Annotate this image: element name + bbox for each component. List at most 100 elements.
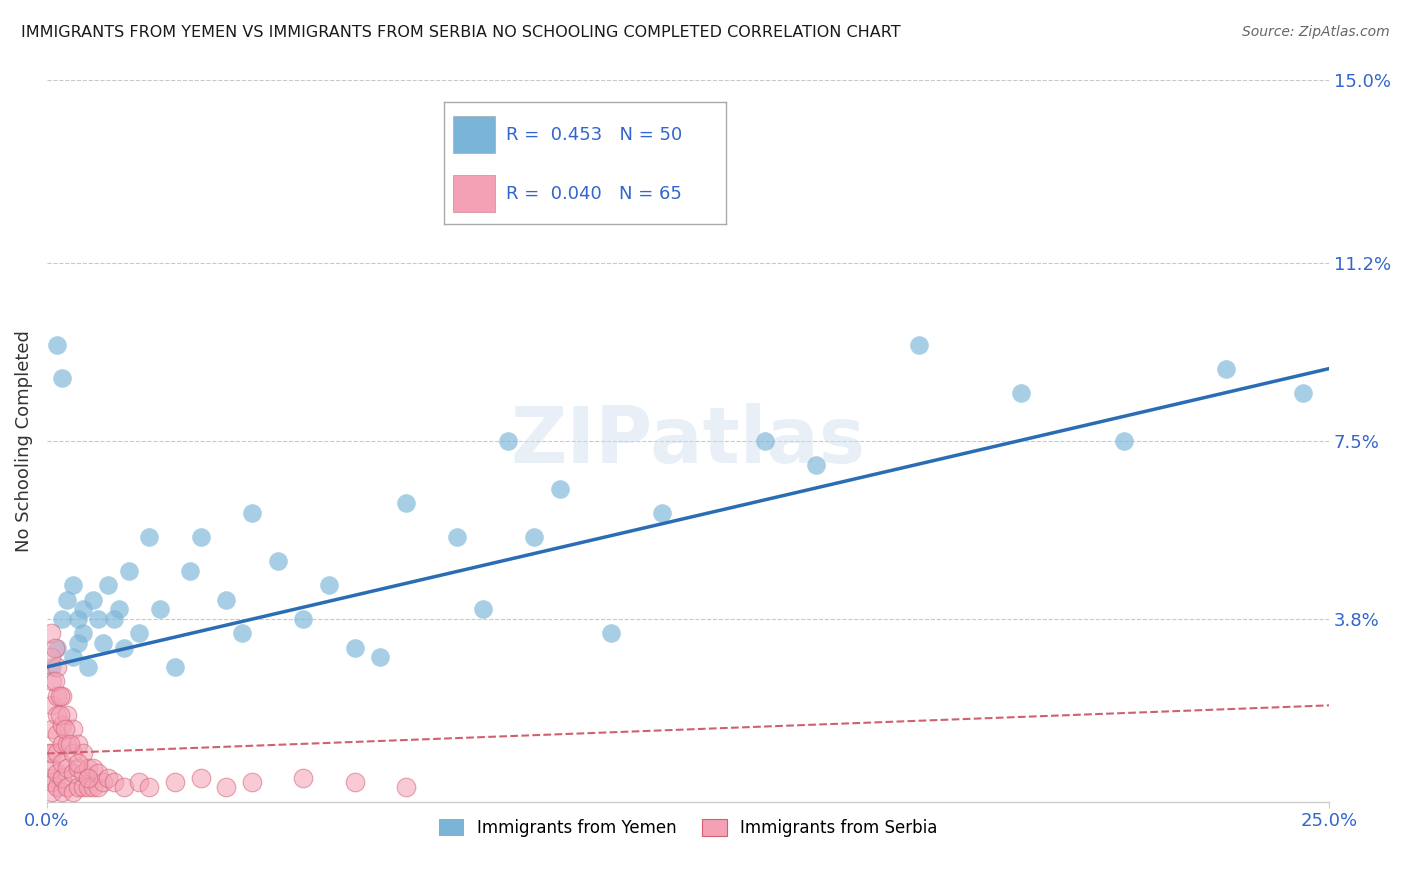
Point bbox=[62, 723, 84, 737]
Point bbox=[77, 660, 100, 674]
Point bbox=[62, 747, 84, 761]
Point bbox=[72, 602, 94, 616]
Point bbox=[215, 780, 238, 794]
Point bbox=[343, 775, 366, 789]
Point bbox=[41, 698, 63, 713]
Point bbox=[523, 530, 546, 544]
Point bbox=[77, 771, 100, 785]
Point bbox=[72, 626, 94, 640]
Point bbox=[56, 708, 79, 723]
Point bbox=[240, 506, 263, 520]
Point bbox=[107, 602, 129, 616]
Point bbox=[51, 371, 73, 385]
Point bbox=[190, 530, 212, 544]
Point bbox=[231, 626, 253, 640]
Point bbox=[46, 337, 69, 351]
Point bbox=[62, 650, 84, 665]
Point bbox=[62, 578, 84, 592]
Point bbox=[651, 506, 673, 520]
Point bbox=[128, 626, 150, 640]
Point bbox=[77, 780, 100, 794]
Point bbox=[56, 780, 79, 794]
Text: ZIPatlas: ZIPatlas bbox=[510, 403, 866, 479]
Point bbox=[48, 689, 70, 703]
Point bbox=[118, 564, 141, 578]
Point bbox=[112, 780, 135, 794]
Point bbox=[39, 626, 62, 640]
Point bbox=[82, 780, 104, 794]
Point bbox=[82, 761, 104, 775]
Text: IMMIGRANTS FROM YEMEN VS IMMIGRANTS FROM SERBIA NO SCHOOLING COMPLETED CORRELATI: IMMIGRANTS FROM YEMEN VS IMMIGRANTS FROM… bbox=[21, 25, 901, 40]
Point bbox=[266, 554, 288, 568]
Point bbox=[138, 780, 160, 794]
Point bbox=[59, 737, 82, 751]
Point bbox=[292, 612, 315, 626]
Point bbox=[72, 765, 94, 780]
Point bbox=[149, 602, 172, 616]
Point bbox=[907, 337, 929, 351]
Point bbox=[343, 640, 366, 655]
Point bbox=[395, 496, 418, 510]
Point bbox=[46, 708, 69, 723]
Point bbox=[1215, 361, 1237, 376]
Point bbox=[41, 747, 63, 761]
Point bbox=[82, 592, 104, 607]
Point bbox=[77, 761, 100, 775]
Point bbox=[165, 775, 187, 789]
Point bbox=[66, 636, 89, 650]
Point bbox=[66, 612, 89, 626]
Point bbox=[51, 771, 73, 785]
Point bbox=[87, 780, 110, 794]
Point bbox=[51, 785, 73, 799]
Point bbox=[804, 458, 827, 472]
Point bbox=[46, 689, 69, 703]
Point bbox=[56, 737, 79, 751]
Point bbox=[46, 780, 69, 794]
Point bbox=[46, 660, 69, 674]
Point bbox=[51, 612, 73, 626]
Point bbox=[46, 765, 69, 780]
Point bbox=[41, 775, 63, 789]
Point bbox=[46, 640, 69, 655]
Point bbox=[38, 771, 60, 785]
Point bbox=[1010, 385, 1032, 400]
Point bbox=[190, 771, 212, 785]
Point bbox=[600, 626, 623, 640]
Point bbox=[41, 785, 63, 799]
Point bbox=[56, 761, 79, 775]
Point bbox=[103, 612, 125, 626]
Point bbox=[51, 717, 73, 731]
Point bbox=[62, 765, 84, 780]
Point bbox=[66, 780, 89, 794]
Point bbox=[41, 660, 63, 674]
Point bbox=[56, 592, 79, 607]
Point bbox=[48, 708, 70, 723]
Point bbox=[91, 775, 114, 789]
Point bbox=[66, 761, 89, 775]
Point bbox=[138, 530, 160, 544]
Point bbox=[165, 660, 187, 674]
Point bbox=[51, 737, 73, 751]
Point bbox=[1292, 385, 1315, 400]
Point bbox=[51, 689, 73, 703]
Point bbox=[44, 640, 66, 655]
Point bbox=[66, 737, 89, 751]
Point bbox=[72, 780, 94, 794]
Text: Source: ZipAtlas.com: Source: ZipAtlas.com bbox=[1241, 25, 1389, 39]
Point bbox=[754, 434, 776, 448]
Point bbox=[97, 578, 120, 592]
Point bbox=[66, 756, 89, 770]
Point bbox=[103, 775, 125, 789]
Point bbox=[498, 434, 520, 448]
Point bbox=[62, 785, 84, 799]
Point bbox=[41, 723, 63, 737]
Point bbox=[215, 592, 238, 607]
Point bbox=[292, 771, 315, 785]
Point bbox=[46, 727, 69, 741]
Point bbox=[368, 650, 391, 665]
Point bbox=[38, 747, 60, 761]
Point bbox=[1112, 434, 1135, 448]
Point bbox=[97, 771, 120, 785]
Point bbox=[72, 747, 94, 761]
Point bbox=[395, 780, 418, 794]
